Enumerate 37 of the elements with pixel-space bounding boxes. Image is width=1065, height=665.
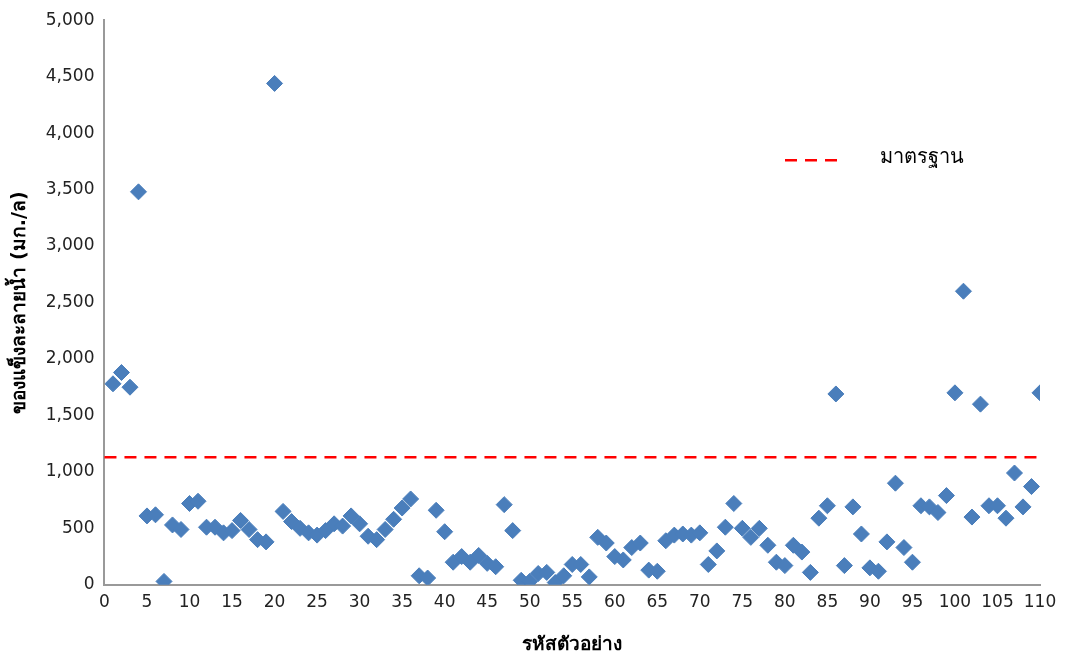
x-tick-label: 90 xyxy=(859,591,881,612)
x-tick-label: 15 xyxy=(221,591,243,612)
y-tick-label: 3,500 xyxy=(45,178,95,198)
x-tick-label: 70 xyxy=(688,591,711,612)
x-tick-label: 100 xyxy=(938,591,972,612)
y-tick-label: 1,500 xyxy=(45,403,95,424)
x-tick-label: 80 xyxy=(774,591,796,612)
x-tick-label: 95 xyxy=(901,591,924,612)
y-tick-label: 1,000 xyxy=(45,460,95,481)
x-tick-label: 10 xyxy=(178,591,201,612)
x-tick-label: 105 xyxy=(981,591,1014,612)
legend-label: มาตรฐาน xyxy=(880,144,964,169)
x-tick-label: 110 xyxy=(1023,591,1057,612)
x-tick-label: 85 xyxy=(816,591,839,612)
x-tick-label: 5 xyxy=(141,591,153,612)
x-tick-label: 25 xyxy=(306,591,328,612)
y-tick-label: 500 xyxy=(62,516,95,537)
y-tick-label: 5,000 xyxy=(45,8,95,29)
y-tick-label: 2,500 xyxy=(45,290,95,311)
x-tick-label: 40 xyxy=(433,591,456,612)
x-axis-title: รหัสตัวอย่าง xyxy=(522,631,623,654)
x-tick-label: 30 xyxy=(348,591,371,612)
x-tick-label: 45 xyxy=(476,591,499,612)
x-tick-label: 35 xyxy=(391,591,413,612)
x-tick-label: 50 xyxy=(518,591,541,612)
x-tick-label: 65 xyxy=(646,591,669,612)
y-tick-label: 4,000 xyxy=(45,121,95,142)
x-tick-label: 55 xyxy=(561,591,584,612)
y-tick-label: 0 xyxy=(83,573,95,594)
y-tick-label: 4,500 xyxy=(45,65,95,86)
y-axis-title: ของแข็งละลายน้ำ (มก./ล) xyxy=(4,191,30,414)
x-tick-label: 75 xyxy=(731,591,754,612)
x-tick-label: 60 xyxy=(603,591,626,612)
y-tick-label: 3,000 xyxy=(45,234,95,255)
x-tick-label: 20 xyxy=(263,591,286,612)
y-tick-label: 2,000 xyxy=(45,347,95,368)
x-tick-label: 0 xyxy=(99,591,110,612)
